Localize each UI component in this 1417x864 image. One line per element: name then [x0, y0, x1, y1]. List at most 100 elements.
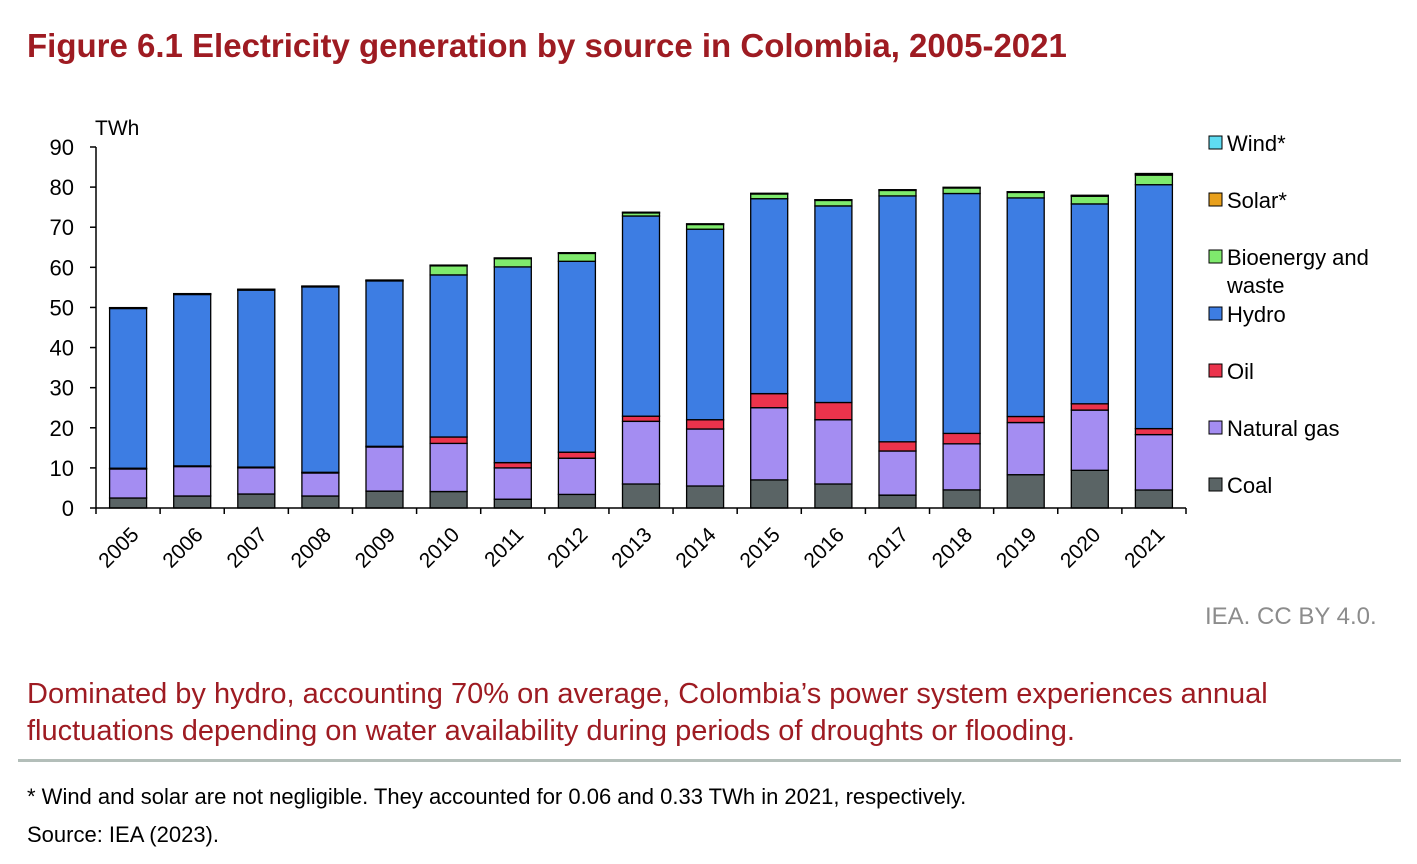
bar-segment-hydro-2013	[621, 215, 661, 417]
bar-segment-bioenergy-and-waste-2011	[493, 257, 532, 268]
figure-title: Figure 6.1 Electricity generation by sou…	[27, 27, 1067, 64]
x-tick-label: 2007	[223, 523, 272, 572]
legend-swatch	[1208, 192, 1223, 207]
bar-segment-oil-2014	[685, 419, 725, 430]
bar-segment-hydro-2016	[814, 205, 853, 404]
bar-segment-oil-2019	[1006, 415, 1045, 424]
bar-segment-bioenergy-and-waste-2012	[557, 252, 597, 262]
bar-segment-natural-gas-2012	[557, 457, 597, 496]
x-tick-label: 2006	[158, 523, 207, 572]
bar-segment-hydro-2020	[1070, 203, 1109, 405]
bar-segment-wind-2010	[429, 264, 468, 267]
legend-swatch	[1208, 477, 1223, 492]
legend-swatch	[1208, 306, 1223, 321]
bar-segment-hydro-2019	[1006, 197, 1045, 418]
bar-segment-coal-2016	[814, 483, 853, 509]
y-tick-label: 20	[50, 416, 74, 441]
legend-label: Oil	[1227, 359, 1254, 384]
bar-segment-oil-2013	[621, 415, 661, 422]
bar-segment-wind-2020	[1070, 194, 1109, 197]
bar-segment-wind-2017	[878, 189, 917, 192]
legend-label: Natural gas	[1227, 416, 1340, 441]
x-tick-label: 2010	[415, 523, 464, 572]
bar-segment-coal-2014	[685, 485, 725, 509]
bar-segment-oil-2017	[878, 441, 917, 452]
stacked-bar-chart: 0 10 20 30 40 50 60 70 80 90 2005 2006 2007 2008 2009…	[50, 117, 1369, 573]
legend-label: Wind*	[1227, 131, 1286, 156]
y-tick-label: 50	[50, 295, 74, 320]
bar-segment-bioenergy-and-waste-2021	[1134, 174, 1174, 186]
bar-segment-wind-2006	[173, 292, 212, 296]
x-tick-label: 2005	[94, 523, 143, 572]
bar-segment-wind-2013	[621, 211, 661, 214]
legend-swatch	[1208, 420, 1223, 435]
x-tick-label: 2008	[287, 523, 336, 572]
bar-segment-hydro-2012	[557, 260, 597, 453]
y-tick-label: 60	[50, 255, 74, 280]
chart-axes	[90, 146, 1187, 514]
bar-segment-natural-gas-2013	[621, 420, 661, 485]
y-axis-unit-label: TWh	[95, 117, 139, 140]
legend-label: Bioenergy and	[1227, 245, 1369, 270]
bar-segment-wind-2021	[1134, 172, 1174, 175]
x-tick-label: 2016	[800, 523, 849, 572]
bar-segment-bioenergy-and-waste-2020	[1070, 195, 1109, 205]
bar-segment-hydro-2007	[237, 289, 276, 468]
bar-segment-hydro-2014	[685, 228, 725, 421]
x-tick-label: 2019	[992, 523, 1041, 572]
bar-segment-natural-gas-2009	[365, 446, 404, 492]
bar-segment-wind-2018	[942, 186, 981, 189]
bar-segment-wind-2009	[365, 279, 404, 282]
legend-swatch	[1208, 249, 1223, 264]
bar-segment-hydro-2006	[173, 293, 212, 467]
legend-swatch	[1208, 135, 1223, 150]
bar-segment-oil-2011	[493, 462, 532, 469]
bar-segment-coal-2011	[493, 498, 532, 509]
bar-segment-natural-gas-2021	[1134, 433, 1174, 491]
y-tick-label: 90	[50, 135, 74, 160]
bar-segment-coal-2018	[942, 489, 981, 509]
bar-segment-oil-2016	[814, 401, 853, 421]
bar-segment-hydro-2021	[1134, 184, 1174, 430]
bar-segment-coal-2005	[108, 497, 148, 509]
y-tick-label: 10	[50, 456, 74, 481]
bar-segment-hydro-2008	[301, 285, 340, 473]
bar-segment-hydro-2005	[108, 307, 148, 469]
bar-segment-wind-2016	[814, 199, 853, 202]
bar-segment-coal-2007	[237, 493, 276, 509]
x-tick-label: 2014	[671, 523, 721, 573]
bar-segment-natural-gas-2005	[108, 468, 148, 499]
divider-line	[18, 759, 1401, 762]
bar-segment-coal-2021	[1134, 489, 1174, 509]
bar-segment-wind-2014	[685, 223, 725, 226]
footnote: * Wind and solar are not negligible. The…	[27, 784, 967, 809]
bar-segment-oil-2020	[1070, 403, 1109, 411]
bar-segment-hydro-2017	[878, 195, 917, 443]
figure-caption: Dominated by hydro, accounting 70% on av…	[27, 678, 1268, 747]
bar-segment-wind-2008	[301, 285, 340, 288]
bar-segment-natural-gas-2015	[750, 407, 789, 481]
bar-segment-hydro-2010	[429, 274, 468, 438]
y-tick-label: 70	[50, 215, 74, 240]
bar-segment-natural-gas-2014	[685, 428, 725, 487]
bar-segment-bioenergy-and-waste-2010	[429, 264, 468, 276]
bar-segment-wind-2007	[237, 288, 276, 291]
y-tick-labels: 0 10 20 30 40 50 60 70 80 90	[50, 135, 74, 521]
legend-label: Coal	[1227, 473, 1272, 498]
bar-segment-coal-2010	[429, 490, 468, 509]
bar-segment-coal-2019	[1006, 474, 1045, 509]
x-tick-labels: 2005 2006 2007 2008 2009 2010 2011 2012 2013 2014…	[94, 523, 1169, 573]
bar-segment-oil-2010	[429, 436, 468, 445]
bar-segment-coal-2020	[1070, 469, 1109, 509]
bar-segment-wind-2011	[493, 257, 532, 260]
bar-segment-natural-gas-2020	[1070, 409, 1109, 471]
y-tick-label: 40	[50, 336, 74, 361]
bar-segment-hydro-2011	[493, 266, 532, 464]
source-note: Source: IEA (2023).	[27, 822, 219, 847]
bar-segment-coal-2013	[621, 483, 661, 509]
bar-segment-coal-2008	[301, 495, 340, 509]
bar-segment-oil-2021	[1134, 427, 1174, 436]
bar-segment-natural-gas-2007	[237, 466, 276, 495]
legend-swatch	[1208, 363, 1223, 378]
bar-segment-oil-2012	[557, 451, 597, 459]
